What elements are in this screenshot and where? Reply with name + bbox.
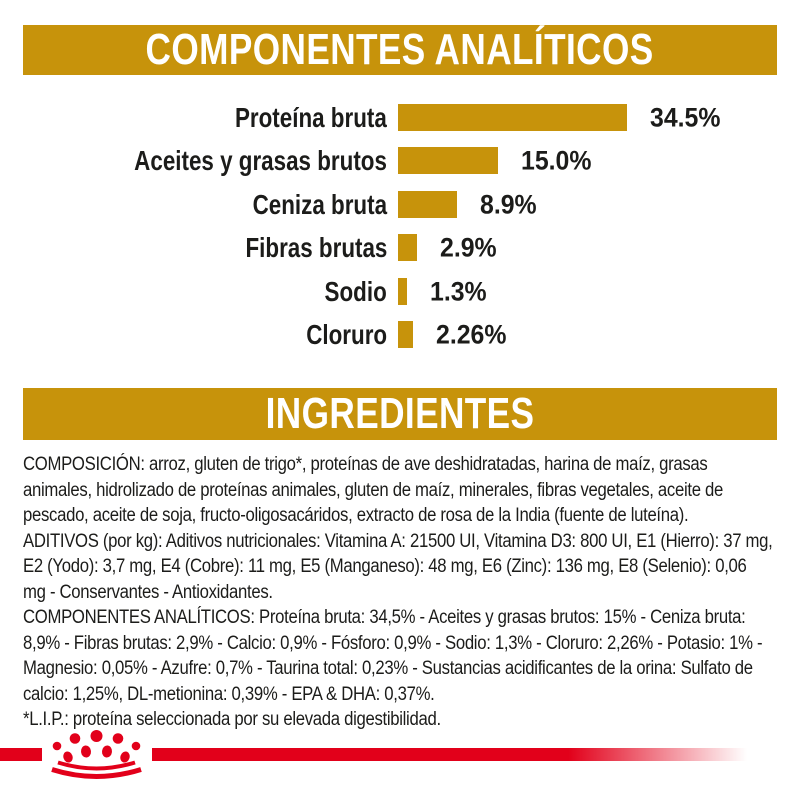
chart-row: Sodio 1.3% [0,275,800,307]
value-label: 34.5% [650,102,721,132]
footer-band-left [0,748,42,761]
row-label: Sodio [324,275,387,307]
analytical-components-banner: COMPONENTES ANALÍTICOS [23,25,777,75]
row-label: Fibras brutas [245,231,387,263]
analytical-components-title: COMPONENTES ANALÍTICOS [145,25,655,74]
value-label: 8.9% [480,189,537,219]
bar [398,278,407,305]
row-label: Proteína bruta [235,101,387,133]
row-label: Cloruro [306,318,387,350]
chart-row: Ceniza bruta 8.9% [0,188,800,220]
row-label: Aceites y grasas brutos [134,144,387,176]
composition-paragraph: COMPOSICIÓN: arroz, gluten de trigo*, pr… [23,454,724,526]
chart-row: Fibras brutas 2.9% [0,231,800,263]
bar [398,104,627,131]
chart-row: Proteína bruta 34.5% [0,101,800,133]
row-label: Ceniza bruta [252,188,387,220]
lip-footnote: *L.I.P.: proteína seleccionada por su el… [23,709,441,730]
bar [398,321,413,348]
footer-band-right [152,748,747,761]
bar [398,147,498,174]
analytical-constituents-paragraph: COMPONENTES ANALÍTICOS: Proteína bruta: … [23,607,763,705]
analytical-components-chart: Proteína bruta 34.5% Aceites y grasas br… [0,0,800,380]
value-label: 15.0% [521,145,592,175]
additives-paragraph: ADITIVOS (por kg): Aditivos nutricionale… [23,530,773,603]
chart-row: Cloruro 2.26% [0,318,800,350]
value-label: 2.26% [436,319,507,349]
bar [398,234,417,261]
ingredients-text-block: COMPOSICIÓN: arroz, gluten de trigo*, pr… [23,452,773,733]
chart-row: Aceites y grasas brutos 15.0% [0,144,800,176]
ingredients-title: INGREDIENTES [265,389,535,438]
value-label: 1.3% [430,276,487,306]
bar [398,191,457,218]
ingredients-banner: INGREDIENTES [23,388,777,440]
royal-canin-crown-logo-icon [51,730,142,779]
value-label: 2.9% [440,232,497,262]
